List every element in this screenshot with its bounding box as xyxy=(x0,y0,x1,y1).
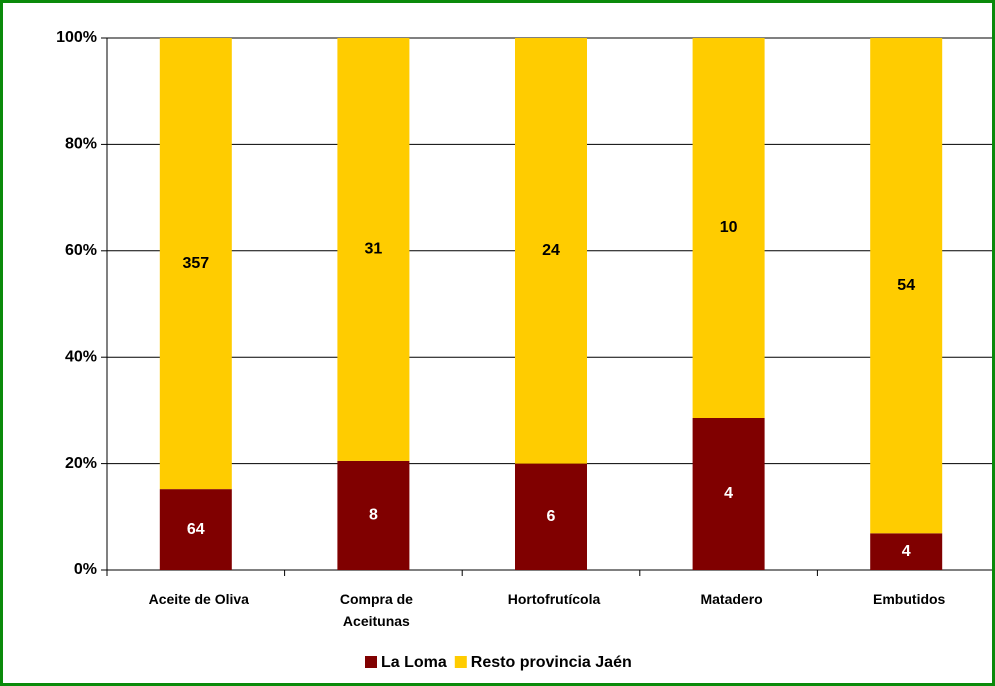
x-tick-label: Embutidos xyxy=(873,591,946,607)
legend-label: Resto provincia Jaén xyxy=(471,654,632,671)
y-tick-label: 20% xyxy=(65,455,97,472)
bar-segment xyxy=(337,38,410,461)
data-label: 6 xyxy=(547,508,556,525)
data-label: 8 xyxy=(369,507,378,524)
data-label: 4 xyxy=(902,543,911,560)
legend: La Loma Resto provincia Jaén xyxy=(365,654,632,671)
y-tick-label: 0% xyxy=(74,561,97,578)
bar-segment xyxy=(692,418,765,570)
bar-segment xyxy=(159,38,232,490)
bar-segment xyxy=(337,460,410,570)
data-label: 10 xyxy=(720,219,738,236)
data-label: 357 xyxy=(182,255,209,272)
chart: 0% 20% 40% 60% 80% 100% 64 357 8 31 6 24 4 10 4 54 La Lo… xyxy=(56,29,992,671)
data-label: 31 xyxy=(365,241,383,258)
bar-segment xyxy=(870,38,943,534)
bar-segment xyxy=(870,533,943,570)
data-label: 64 xyxy=(187,521,205,538)
bar-segment xyxy=(159,489,232,570)
x-tick-label: Aceite de Oliva xyxy=(148,591,249,607)
data-label: 54 xyxy=(897,277,915,294)
x-tick-label: Matadero xyxy=(700,591,763,607)
legend-label: La Loma xyxy=(381,654,447,671)
y-tick-label: 40% xyxy=(65,348,97,365)
bar-segment xyxy=(515,38,587,464)
bar-segment xyxy=(692,38,765,418)
bar-segment xyxy=(515,463,587,570)
y-tick-label: 60% xyxy=(65,242,97,259)
x-tick-label: Compra de Aceitunas xyxy=(339,591,413,629)
legend-swatch xyxy=(454,656,467,668)
y-tick-label: 80% xyxy=(65,136,97,153)
legend-swatch xyxy=(365,656,377,668)
data-label: 24 xyxy=(542,242,560,259)
y-tick-label: 100% xyxy=(56,29,97,46)
x-tick-label: Hortofrutícola xyxy=(507,591,601,607)
data-label: 4 xyxy=(724,485,733,502)
